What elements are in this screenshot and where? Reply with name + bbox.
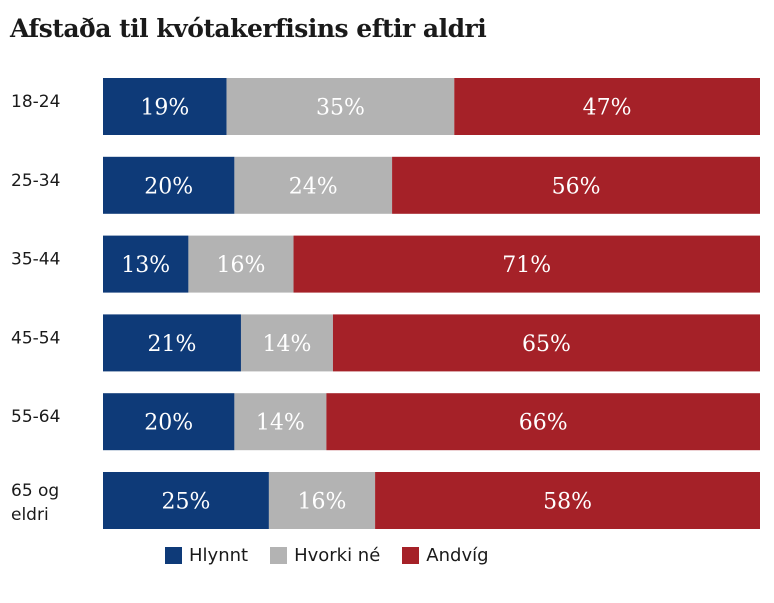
bar-andvig-3 — [332, 314, 760, 372]
legend: Hlynnt Hvorki né Andvíg — [165, 545, 511, 566]
value-label-hlynnt-5: 25% — [162, 490, 211, 515]
category-label-0: 18-24 — [11, 92, 60, 112]
category-label-4: 55-64 — [11, 407, 60, 427]
legend-swatch-hvorki — [270, 547, 288, 564]
bar-andvig-4 — [326, 393, 760, 451]
bar-hlynnt-2 — [103, 235, 189, 293]
value-label-hlynnt-0: 19% — [140, 96, 189, 121]
value-label-hvorki-3: 14% — [263, 332, 312, 357]
bar-hvorki-2 — [188, 235, 294, 293]
value-label-andvig-0: 47% — [583, 96, 632, 121]
bar-andvig-5 — [375, 472, 760, 529]
value-label-andvig-2: 71% — [502, 253, 551, 278]
category-label-2: 35-44 — [11, 250, 60, 270]
legend-item-hvorki: Hvorki né — [270, 545, 380, 566]
bar-hlynnt-4 — [103, 393, 235, 451]
value-label-hlynnt-1: 20% — [144, 174, 193, 199]
value-label-hlynnt-4: 20% — [144, 411, 193, 436]
legend-label-hlynnt: Hlynnt — [189, 545, 249, 566]
category-label-3: 45-54 — [11, 328, 60, 348]
chart-title: Afstaða til kvótakerfisins eftir aldri — [10, 14, 487, 43]
value-label-andvig-1: 56% — [552, 174, 601, 199]
bar-hvorki-4 — [234, 393, 327, 451]
value-label-hvorki-0: 35% — [316, 96, 365, 121]
value-label-hlynnt-3: 21% — [148, 332, 197, 357]
value-label-andvig-4: 66% — [519, 411, 568, 436]
value-label-hvorki-5: 16% — [298, 490, 347, 515]
legend-label-andvig: Andvíg — [426, 545, 489, 566]
legend-item-hlynnt: Hlynnt — [165, 545, 248, 566]
bar-hvorki-3 — [240, 314, 333, 372]
legend-item-andvig: Andvíg — [402, 545, 489, 566]
bar-hlynnt-3 — [103, 314, 241, 372]
bar-andvig-2 — [293, 235, 760, 293]
category-label-1: 25-34 — [11, 171, 60, 191]
value-label-hvorki-2: 16% — [217, 253, 266, 278]
bar-andvig-1 — [392, 156, 760, 214]
bar-hvorki-1 — [234, 156, 393, 214]
value-label-andvig-3: 65% — [522, 332, 571, 357]
bar-andvig-0 — [454, 78, 760, 135]
bar-hlynnt-0 — [103, 78, 227, 135]
category-label-5: 65 og eldri — [11, 481, 59, 525]
bar-hlynnt-1 — [103, 156, 235, 214]
stacked-bar-chart: 18-24 19% 35% 47% 25-34 20% 24% 56% 35-44 13% 16% 7… — [11, 78, 760, 529]
legend-label-hvorki: Hvorki né — [294, 545, 381, 566]
bar-hlynnt-5 — [103, 472, 269, 529]
bar-hvorki-0 — [226, 78, 455, 135]
legend-swatch-andvig — [402, 547, 420, 564]
value-label-hlynnt-2: 13% — [121, 253, 170, 278]
value-label-hvorki-4: 14% — [256, 411, 305, 436]
value-label-andvig-5: 58% — [543, 490, 592, 515]
value-label-hvorki-1: 24% — [289, 174, 338, 199]
legend-swatch-hlynnt — [165, 547, 182, 564]
bar-hvorki-5 — [268, 472, 376, 529]
